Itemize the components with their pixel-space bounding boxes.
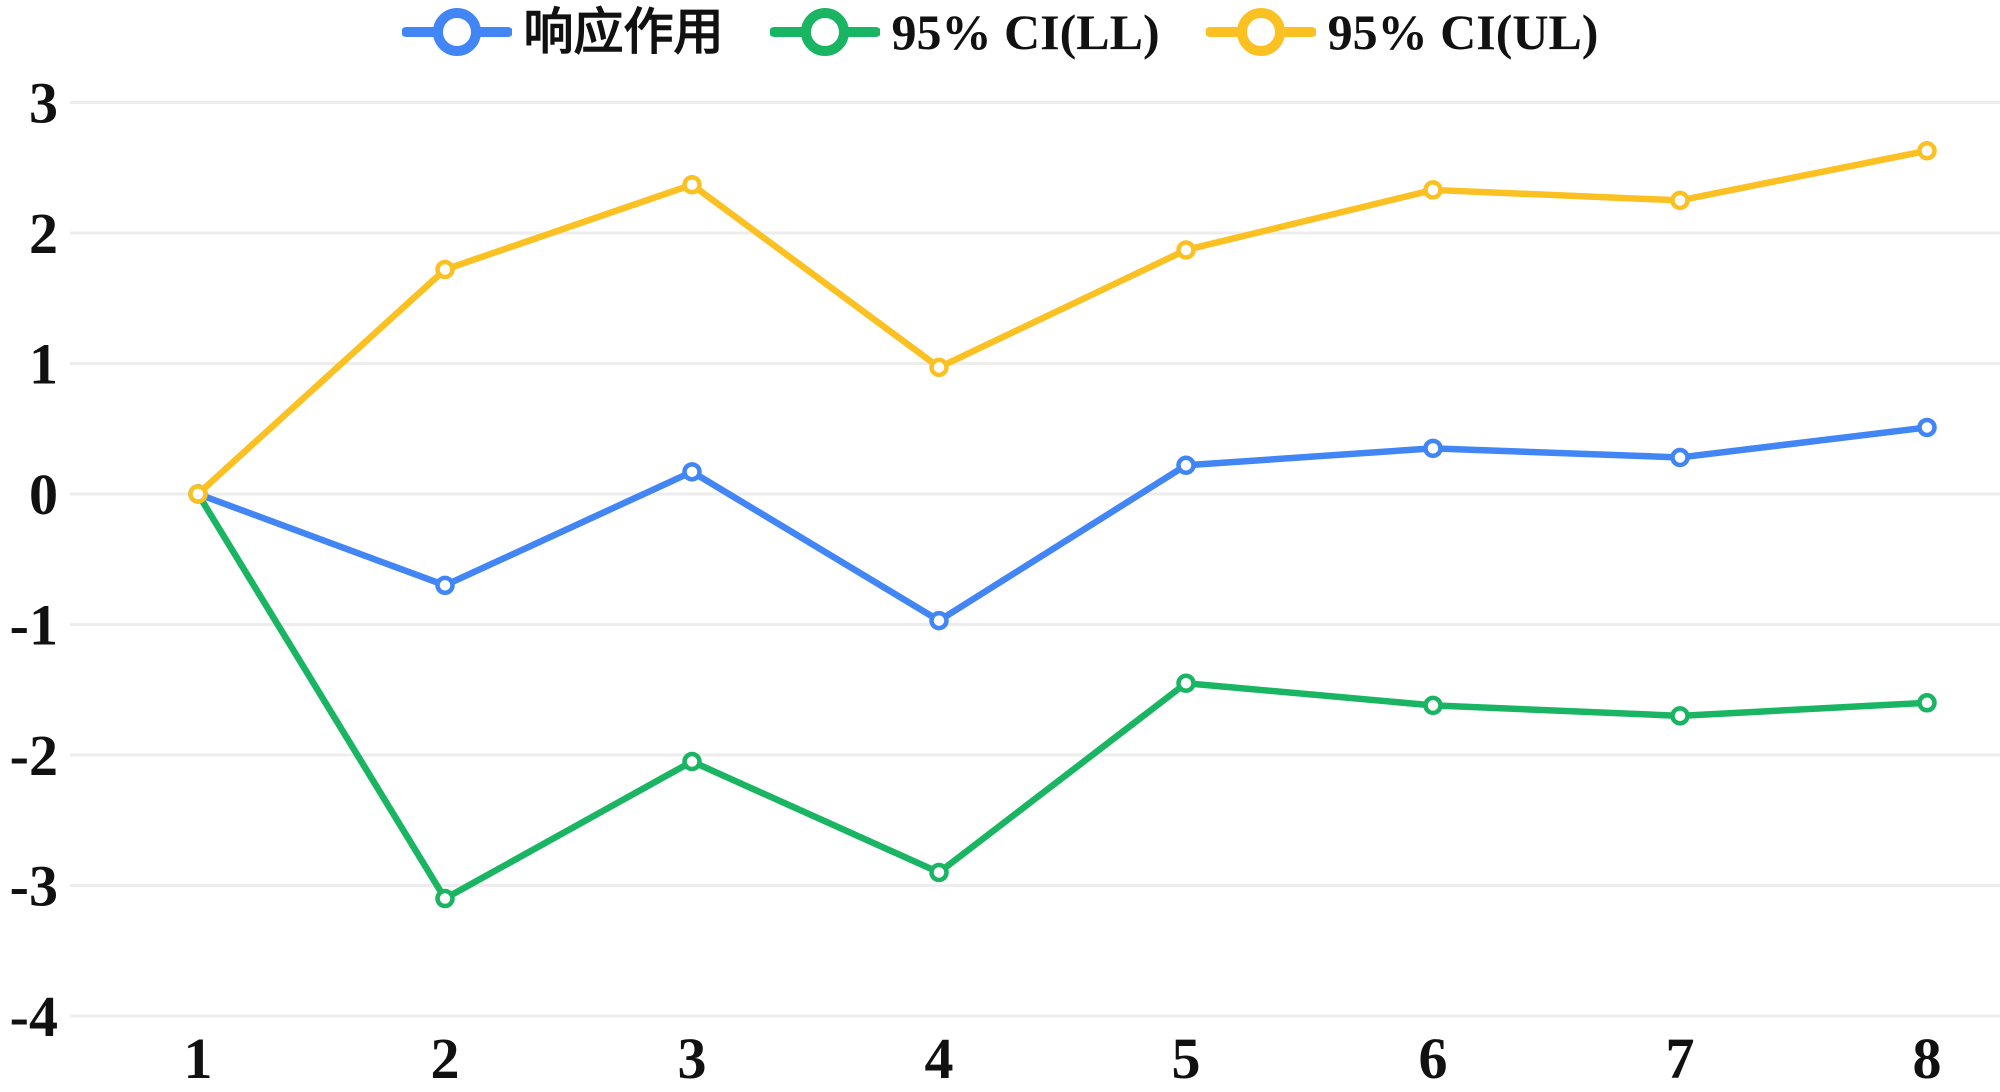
data-point-marker-s2-x1 [188,484,208,504]
data-point-marker-s1-x8 [1917,693,1937,713]
data-point-marker-s2-x6 [1423,180,1443,200]
data-point-marker-s1-x6 [1423,695,1443,716]
data-point-marker-s1-x2 [435,888,455,909]
series-line-2 [194,147,1931,498]
y-tick-label: -3 [10,854,58,919]
data-point-marker-s2-x5 [1176,240,1196,260]
x-tick-label: 5 [1172,1026,1201,1091]
data-point-marker-s1-x4 [929,862,949,883]
legend-label: 95% CI(UL) [1327,3,1599,60]
data-point-marker-s2-x7 [1670,190,1690,211]
data-point-marker-s1-x3 [682,751,702,772]
legend-label: 95% CI(LL) [891,3,1160,60]
y-tick-label: -1 [10,593,58,658]
data-point-marker-s0-x4 [929,610,949,631]
data-point-marker-s2-x3 [682,174,702,195]
series-line-0 [194,424,1931,624]
data-point-marker-s0-x2 [435,575,455,596]
legend-label: 响应作用 [523,3,724,60]
legend-marker-open-circle-icon [769,8,880,56]
y-tick-label: 2 [29,201,58,266]
data-point-marker-s0-x6 [1423,438,1443,459]
y-tick-label: -4 [10,984,58,1049]
y-tick-label: 3 [29,71,58,136]
data-point-marker-s2-x8 [1917,141,1937,161]
y-tick-label: -2 [10,723,58,788]
data-point-marker-s0-x3 [682,462,702,482]
data-point-marker-s0-x5 [1176,455,1196,476]
x-tick-label: 6 [1419,1026,1448,1091]
y-tick-label: 1 [29,332,58,397]
legend-marker-open-circle-icon [1205,8,1316,56]
x-tick-label: 7 [1666,1026,1695,1091]
x-tick-label: 4 [925,1026,954,1091]
legend-marker-open-circle-icon [401,8,512,56]
data-point-marker-s0-x7 [1670,447,1690,468]
series-line-1 [194,490,1931,902]
y-tick-label: 0 [29,462,58,527]
x-tick-label: 2 [431,1026,460,1091]
x-tick-label: 8 [1913,1026,1942,1091]
data-point-marker-s1-x7 [1670,706,1690,726]
data-point-marker-s0-x8 [1917,417,1937,438]
x-tick-label: 3 [678,1026,707,1091]
legend-item-ci-upper: 95% CI(UL) [1205,2,1599,62]
data-point-marker-s1-x5 [1176,673,1196,693]
data-point-marker-s2-x2 [435,259,455,280]
chart-legend: 响应作用 95% CI(LL) 95% CI(UL) [0,2,2000,62]
data-point-marker-s2-x4 [929,357,949,378]
legend-item-ci-lower: 95% CI(LL) [769,2,1160,62]
legend-item-response: 响应作用 [401,2,724,62]
x-tick-label: 1 [184,1026,213,1091]
